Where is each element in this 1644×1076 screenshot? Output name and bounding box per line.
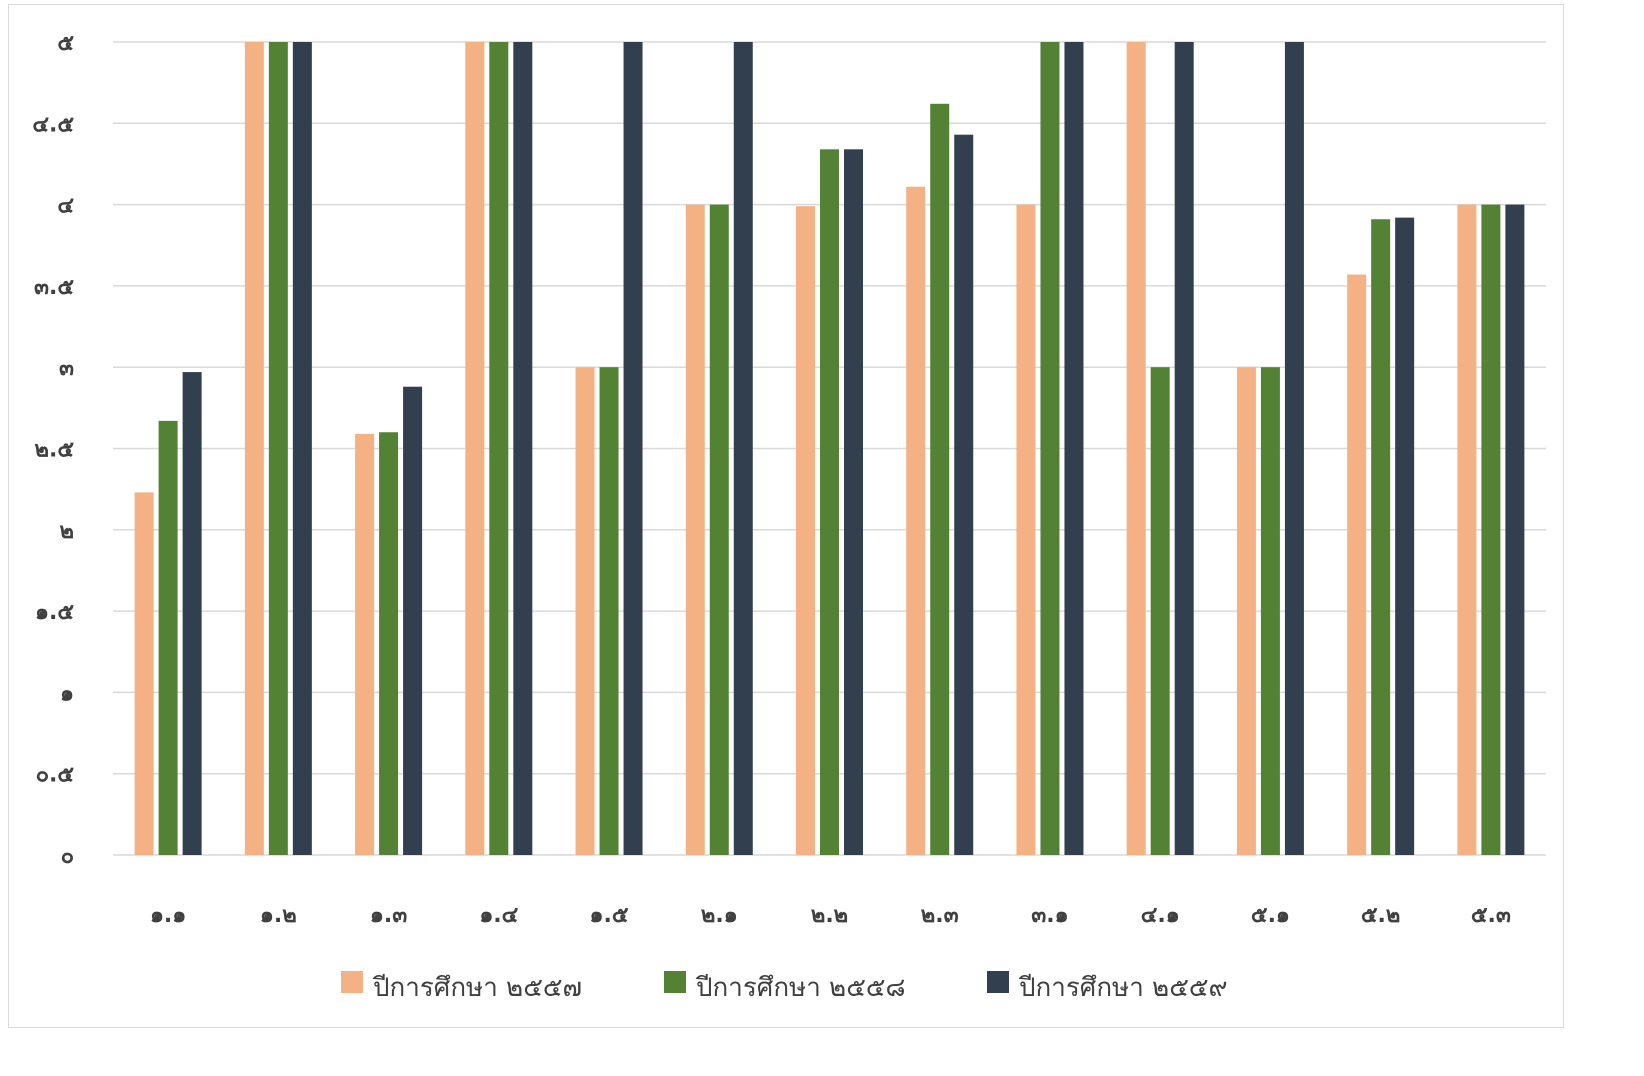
- legend: ปีการศึกษา ๒๕๕๗ ปีการศึกษา ๒๕๕๘ ปีการศึกษา…: [341, 971, 1228, 1003]
- x-tick-label: ๕.๓: [1471, 903, 1511, 928]
- y-tick-label: ๐.๕: [36, 763, 75, 788]
- bar: [1040, 42, 1060, 855]
- y-tick-label: ๔: [57, 194, 74, 219]
- bar: [1457, 204, 1477, 856]
- chart-frame: [8, 4, 1564, 1028]
- x-tick-label: ๓.๑: [1031, 903, 1068, 928]
- bar: [1150, 367, 1170, 855]
- y-tick-label: ๑: [60, 681, 74, 706]
- legend-label: ปีการศึกษา ๒๕๕๗: [372, 973, 582, 1003]
- bar: [1505, 204, 1525, 856]
- y-tick-label: ๔.๕: [32, 112, 74, 137]
- bar: [1016, 204, 1036, 856]
- x-tick-label: ๑.๑: [150, 903, 186, 928]
- bar: [355, 433, 375, 855]
- bar: [1064, 42, 1084, 855]
- bar: [1347, 274, 1367, 855]
- x-tick-label: ๒.๑: [701, 903, 738, 928]
- bar: [709, 204, 729, 856]
- y-tick-label: ๒: [59, 519, 74, 544]
- x-tick-label: ๑.๕: [590, 903, 629, 928]
- bar-chart: ๐๐.๕๑๑.๕๒๒.๕๓๓.๕๔๔.๕๕ ๑.๑ ๑.๒ ๑.๓ ๑.๔ ๑.๕ ๒.๑…: [32, 31, 1546, 1003]
- bar: [244, 42, 264, 855]
- x-tick-label: ๑.๒: [260, 903, 297, 928]
- legend-swatch: [664, 971, 686, 993]
- bar: [623, 42, 643, 855]
- bar: [685, 204, 705, 856]
- bar: [1236, 367, 1256, 855]
- y-tick-label: ๓.๕: [34, 275, 74, 300]
- bar: [134, 492, 154, 855]
- legend-label: ปีการศึกษา ๒๕๕๙: [1018, 973, 1228, 1003]
- x-tick-label: ๕.๑: [1251, 903, 1290, 928]
- bar: [1481, 204, 1501, 856]
- x-tick-label: ๒.๒: [811, 903, 848, 928]
- x-tick-label: ๑.๓: [370, 903, 407, 928]
- x-tick-label: ๑.๔: [479, 903, 518, 928]
- bar: [1126, 42, 1146, 855]
- legend-label: ปีการศึกษา ๒๕๕๘: [695, 973, 906, 1003]
- bar: [796, 206, 815, 855]
- bar: [268, 42, 288, 855]
- x-tick-label: ๒.๓: [921, 903, 959, 928]
- legend-swatch: [341, 971, 363, 993]
- x-tick-label: ๔.๑: [1141, 903, 1180, 928]
- bar: [930, 103, 950, 855]
- bar: [906, 186, 926, 856]
- x-tick-label: ๕.๒: [1361, 903, 1401, 928]
- bar: [575, 367, 595, 855]
- bar: [844, 149, 863, 856]
- bar: [465, 42, 485, 855]
- x-axis-tick-labels: ๑.๑ ๑.๒ ๑.๓ ๑.๔ ๑.๕ ๒.๑ ๒.๒ ๒.๓ ๓.๑ ๔.๑ ๕.๑ ๕.๒ ๕.๓: [150, 903, 1511, 928]
- bar: [954, 134, 974, 855]
- y-tick-label: ๓: [59, 356, 74, 381]
- bar: [599, 367, 619, 855]
- y-tick-label: ๑.๕: [35, 600, 74, 625]
- bar: [292, 42, 312, 855]
- bar: [1260, 367, 1280, 855]
- bars: [134, 42, 1525, 856]
- bar: [1174, 42, 1194, 855]
- bar: [379, 432, 399, 855]
- bar: [733, 42, 753, 855]
- legend-swatch: [987, 971, 1009, 993]
- bar: [403, 386, 423, 855]
- bar: [158, 420, 178, 855]
- bar: [1371, 219, 1391, 855]
- bar: [1395, 217, 1415, 855]
- bar: [513, 42, 533, 855]
- y-axis-tick-labels: ๐ ๐.๕ ๑ ๑.๕ ๒ ๒.๕ ๓ ๓.๕ ๔ ๔.๕ ๕: [32, 31, 74, 869]
- bar: [489, 42, 509, 855]
- bar: [820, 149, 839, 856]
- y-tick-label: ๕: [57, 31, 74, 56]
- bar: [1284, 42, 1304, 855]
- bar: [182, 372, 202, 855]
- y-tick-label: ๒.๕: [34, 438, 74, 463]
- y-tick-label: ๐: [61, 844, 74, 869]
